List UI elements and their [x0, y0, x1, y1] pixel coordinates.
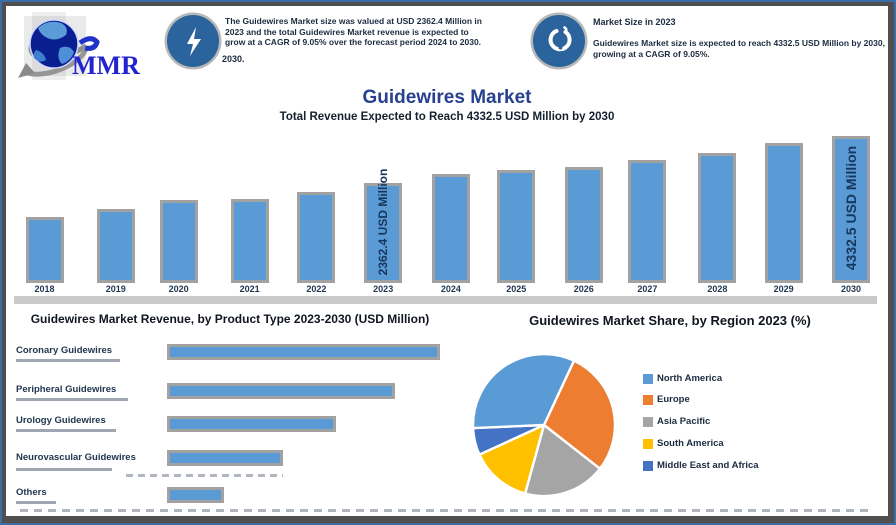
svg-text:MMR: MMR [72, 51, 140, 80]
